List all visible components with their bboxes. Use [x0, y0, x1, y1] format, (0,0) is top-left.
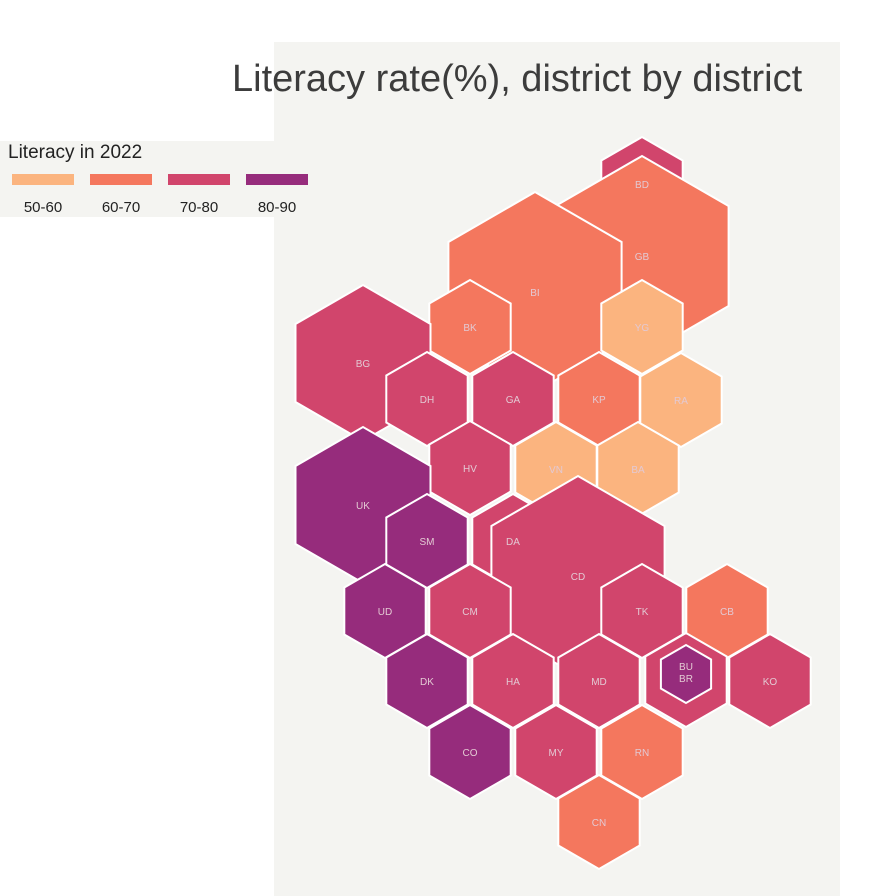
legend-title: Literacy in 2022	[8, 142, 143, 163]
legend-swatch-60-70	[90, 174, 152, 185]
district-hex-bu[interactable]	[659, 643, 713, 705]
district-label-bi: BI	[530, 288, 539, 299]
district-label-gb: GB	[635, 252, 650, 263]
district-label-ko: KO	[763, 677, 778, 688]
district-label-kp: KP	[592, 395, 606, 406]
district-label-da: DA	[506, 537, 520, 548]
district-label-cb: CB	[720, 607, 734, 618]
district-label-bg: BG	[356, 359, 371, 370]
district-label-ha: HA	[506, 677, 520, 688]
district-label-md: MD	[591, 677, 607, 688]
district-label-dh: DH	[420, 395, 434, 406]
district-label-cd: CD	[571, 572, 585, 583]
legend-swatch-50-60	[12, 174, 74, 185]
district-label-bd: BD	[635, 180, 649, 191]
district-label-ra: RA	[674, 396, 688, 407]
legend-label-70-80: 70-80	[179, 199, 219, 216]
district-label-uk: UK	[356, 501, 370, 512]
district-label-hv: HV	[463, 464, 477, 475]
district-hex-co[interactable]	[428, 703, 512, 801]
district-label-br: BR	[679, 674, 693, 685]
district-label-vn: VN	[549, 465, 563, 476]
district-hex-ko[interactable]	[728, 632, 812, 730]
district-label-my: MY	[549, 748, 564, 759]
legend-label-80-90: 80-90	[257, 199, 297, 216]
legend-label-50-60: 50-60	[23, 199, 63, 216]
district-label-rn: RN	[635, 748, 649, 759]
district-hex-cn[interactable]	[557, 773, 641, 871]
district-label-cm: CM	[462, 607, 478, 618]
legend-swatch-80-90	[246, 174, 308, 185]
district-label-ga: GA	[506, 395, 521, 406]
district-label-dk: DK	[420, 677, 434, 688]
district-label-cn: CN	[592, 818, 606, 829]
district-hex-ha[interactable]	[471, 632, 555, 730]
district-hex-dk[interactable]	[385, 632, 469, 730]
district-label-yg: YG	[635, 323, 650, 334]
district-label-ba: BA	[631, 465, 645, 476]
district-label-tk: TK	[636, 607, 649, 618]
district-label-sm: SM	[420, 537, 435, 548]
district-label-bk: BK	[463, 323, 477, 334]
district-hex-yg[interactable]	[600, 278, 684, 376]
district-label-co: CO	[463, 748, 478, 759]
legend-swatch-70-80	[168, 174, 230, 185]
district-hex-md[interactable]	[557, 632, 641, 730]
district-label-bu: BU	[679, 662, 693, 673]
legend-label-60-70: 60-70	[101, 199, 141, 216]
map-title: Literacy rate(%), district by district	[232, 58, 803, 100]
district-label-ud: UD	[378, 607, 392, 618]
